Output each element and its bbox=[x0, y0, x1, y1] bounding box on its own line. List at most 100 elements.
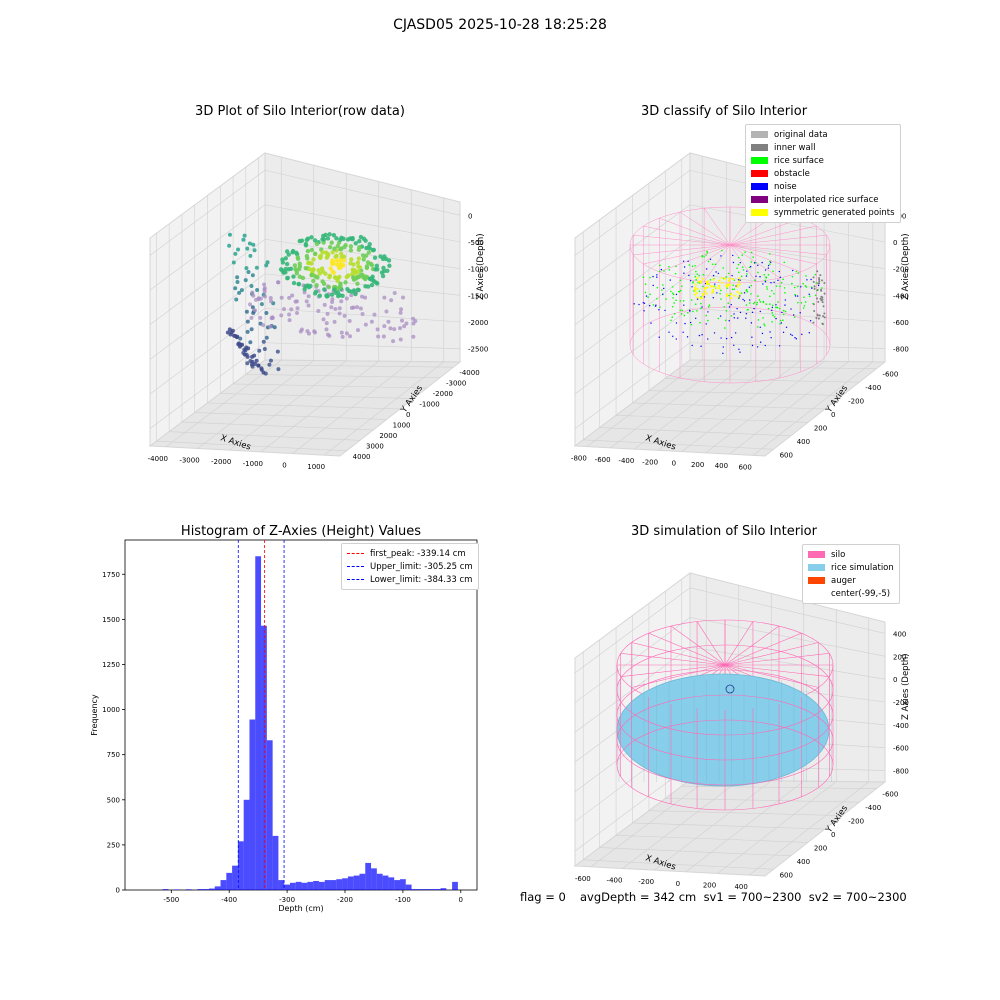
raw-point bbox=[385, 268, 390, 274]
classify-point bbox=[782, 309, 785, 312]
histogram-bar bbox=[376, 873, 383, 890]
classify-point bbox=[797, 301, 799, 304]
raw-point bbox=[364, 245, 369, 251]
classify-point bbox=[737, 256, 740, 259]
classify-point bbox=[716, 292, 718, 294]
histogram-y-tick-label: 250 bbox=[107, 841, 120, 849]
classify-point bbox=[689, 321, 692, 324]
classify-point bbox=[671, 286, 674, 288]
legend-label: original data bbox=[774, 129, 828, 140]
sim-z-tick: -200 bbox=[893, 699, 909, 707]
histogram-bar bbox=[232, 865, 238, 890]
raw-point bbox=[311, 278, 316, 284]
histogram-bar bbox=[266, 740, 273, 890]
classify-point bbox=[765, 276, 767, 278]
raw-point bbox=[294, 299, 299, 304]
classify-point bbox=[674, 272, 677, 275]
raw-x-tick: -3000 bbox=[179, 457, 199, 465]
figure-title: CJASD05 2025-10-28 18:25:28 bbox=[393, 17, 607, 33]
raw-point bbox=[330, 297, 335, 302]
classify-point bbox=[663, 287, 665, 290]
raw-point bbox=[313, 274, 318, 279]
classify-point bbox=[762, 301, 765, 304]
classify-point bbox=[696, 287, 699, 290]
raw-point bbox=[227, 243, 232, 248]
histogram-bar bbox=[226, 872, 233, 890]
raw-point bbox=[244, 266, 249, 271]
raw-point bbox=[235, 275, 240, 280]
classify-point bbox=[680, 313, 683, 315]
raw-point bbox=[298, 329, 303, 334]
raw-point bbox=[398, 337, 403, 342]
simulation-3d-plot: -600 -400 -200 0 200 400 6004002000-200-400-6… bbox=[573, 572, 911, 890]
classify-point bbox=[816, 289, 819, 292]
classify-point bbox=[679, 300, 682, 302]
raw-point bbox=[356, 256, 362, 261]
classify-point bbox=[642, 302, 645, 304]
classify-point bbox=[748, 299, 751, 301]
classify-point bbox=[687, 312, 689, 314]
histogram-x-tick-label: -500 bbox=[163, 896, 179, 904]
raw-point bbox=[374, 263, 379, 268]
classify-point bbox=[719, 315, 722, 317]
histogram-bar bbox=[388, 877, 395, 890]
classify-point bbox=[751, 311, 754, 314]
histogram-bar bbox=[342, 878, 348, 890]
classify-point bbox=[683, 314, 686, 317]
sim-y-tick: -400 bbox=[865, 804, 881, 812]
classify-point bbox=[705, 323, 707, 325]
raw-point bbox=[337, 306, 342, 311]
raw-z-tick: -1500 bbox=[468, 292, 488, 300]
classify-point bbox=[725, 309, 728, 312]
cls-z-tick: 0 bbox=[893, 239, 897, 247]
classify-point bbox=[681, 285, 683, 288]
raw-point bbox=[329, 305, 334, 310]
classify-point bbox=[808, 295, 811, 298]
classify-point bbox=[823, 282, 826, 285]
raw-point bbox=[348, 261, 353, 266]
classify-point bbox=[707, 306, 710, 308]
raw-point bbox=[233, 286, 238, 291]
classify-point bbox=[819, 297, 822, 300]
raw-point bbox=[376, 334, 381, 339]
cls-x-tick: -400 bbox=[618, 457, 634, 465]
raw-point bbox=[331, 232, 337, 238]
classify-point bbox=[793, 286, 796, 289]
histogram-bar bbox=[365, 862, 372, 890]
classify-point bbox=[712, 297, 714, 299]
classify-point bbox=[670, 290, 672, 293]
classify-point bbox=[791, 269, 794, 272]
raw-point bbox=[234, 297, 239, 302]
classify-point bbox=[690, 299, 693, 301]
classify-point bbox=[707, 319, 709, 322]
legend-swatch bbox=[347, 553, 364, 554]
classify-point bbox=[656, 286, 659, 289]
legend-entry: noise bbox=[751, 180, 895, 193]
raw-point bbox=[233, 251, 238, 256]
classify-point bbox=[794, 337, 796, 339]
raw-point bbox=[231, 260, 236, 265]
classify-point bbox=[794, 295, 797, 297]
raw-point bbox=[249, 327, 254, 332]
classify-point bbox=[683, 304, 685, 306]
classify-point bbox=[675, 265, 677, 268]
classify-point bbox=[791, 282, 793, 285]
histogram-bar bbox=[440, 888, 447, 890]
classify-point bbox=[694, 264, 696, 267]
classify-point bbox=[695, 291, 699, 295]
classify-point bbox=[662, 293, 664, 295]
classify-point bbox=[793, 316, 796, 318]
classify-point bbox=[727, 302, 730, 305]
classify-point bbox=[691, 265, 694, 268]
raw-point bbox=[275, 349, 280, 354]
classify-point bbox=[806, 279, 808, 281]
classify-point bbox=[771, 312, 774, 314]
raw-point bbox=[287, 295, 292, 300]
histogram-bar bbox=[371, 868, 377, 890]
classify-point bbox=[746, 273, 748, 275]
raw-point bbox=[324, 321, 329, 326]
classify-point bbox=[669, 279, 671, 281]
histogram-x-tick-label: 0 bbox=[459, 896, 463, 904]
raw-point bbox=[381, 268, 387, 274]
classify-point bbox=[712, 285, 715, 288]
